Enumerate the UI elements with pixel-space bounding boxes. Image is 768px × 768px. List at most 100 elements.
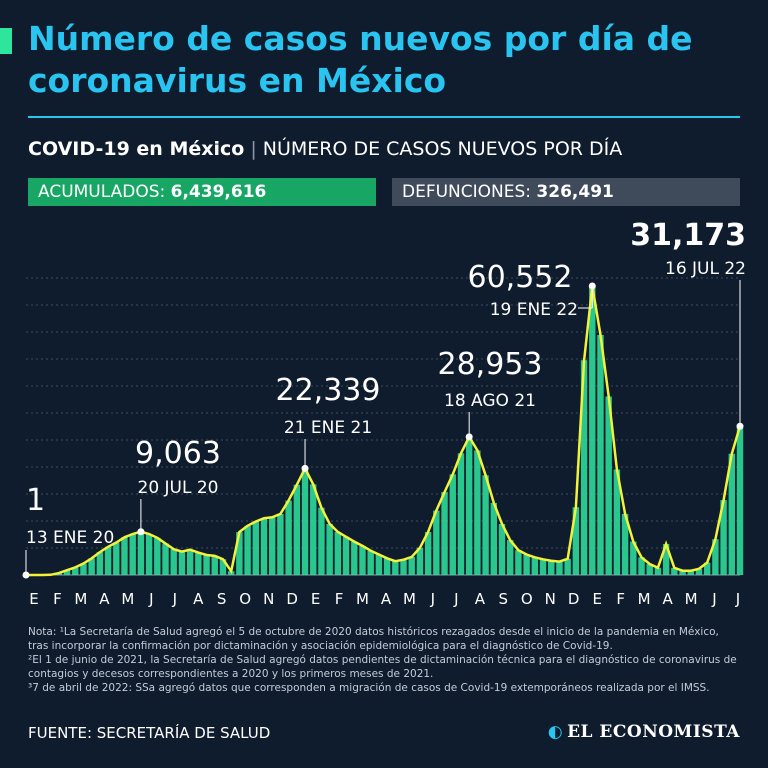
- bar: [236, 532, 243, 575]
- bar: [334, 532, 342, 575]
- x-tick-label: J: [711, 590, 716, 608]
- x-tick-label: A: [475, 590, 486, 608]
- note-3: ³7 de abril de 2022: SSa agregó datos qu…: [28, 682, 710, 694]
- bar: [375, 554, 383, 575]
- annotation-dot: [22, 571, 30, 579]
- bar: [170, 549, 177, 575]
- bar: [219, 559, 227, 575]
- bar: [400, 559, 407, 575]
- bar: [351, 541, 358, 575]
- annotation-date: 20 JUL 20: [138, 478, 219, 498]
- x-tick-label: O: [521, 590, 533, 608]
- x-tick-label: M: [74, 590, 87, 608]
- bar: [515, 550, 522, 575]
- bar: [671, 567, 678, 575]
- bar: [662, 543, 670, 575]
- bar: [293, 484, 301, 575]
- bar: [408, 556, 415, 575]
- annotation-value: 28,953: [438, 347, 543, 382]
- note-1: Nota: ¹La Secretaría de Salud agregó el …: [28, 626, 719, 652]
- x-tick-label: A: [99, 590, 110, 608]
- annotation-value: 60,552: [468, 260, 573, 295]
- bar: [310, 484, 317, 575]
- defunciones-badge: DEFUNCIONES: 326,491: [392, 178, 740, 206]
- x-tick-label: N: [263, 590, 274, 608]
- brand-name: EL ECONOMISTA: [567, 722, 740, 742]
- bar: [72, 567, 79, 575]
- bar: [277, 513, 284, 575]
- bar: [113, 542, 120, 575]
- bar: [424, 532, 432, 575]
- x-tick-label: O: [239, 590, 251, 608]
- bar: [244, 525, 251, 575]
- bar: [605, 396, 612, 575]
- x-tick-label: A: [381, 590, 392, 608]
- x-tick-label: E: [592, 590, 601, 608]
- bar: [318, 507, 325, 575]
- bar: [203, 554, 210, 575]
- bar: [712, 539, 719, 575]
- chart-grid: [26, 277, 740, 576]
- bar: [269, 517, 276, 575]
- trend-line: [26, 285, 742, 577]
- bar: [465, 436, 473, 575]
- bar: [490, 502, 497, 575]
- x-tick-label: J: [735, 590, 740, 608]
- subtitle-separator: |: [250, 138, 257, 160]
- bar: [433, 510, 440, 575]
- annotation-date: 16 JUL 22: [665, 259, 746, 279]
- annotation-dot: [465, 433, 473, 441]
- source-text: FUENTE: SECRETARÍA DE SALUD: [28, 724, 271, 742]
- chart-subtitle: COVID-19 en México | NÚMERO DE CASOS NUEVO…: [28, 138, 622, 160]
- bar: [728, 453, 735, 575]
- x-tick-label: S: [499, 590, 509, 608]
- bar: [507, 540, 514, 575]
- bar: [342, 536, 350, 575]
- subtitle-description: NÚMERO DE CASOS NUEVOS POR DÍA: [262, 138, 623, 160]
- bar: [195, 552, 202, 575]
- x-tick-label: J: [453, 590, 458, 608]
- accent-bar: [0, 28, 12, 54]
- acumulados-badge: ACUMULADOS: 6,439,616: [28, 178, 376, 206]
- bar: [736, 426, 744, 575]
- annotation-value: 31,173: [630, 218, 746, 253]
- bar: [80, 563, 87, 575]
- bar: [580, 360, 588, 575]
- annotation-dot: [137, 528, 145, 536]
- x-tick-label: N: [545, 590, 556, 608]
- bar: [326, 523, 333, 575]
- bar: [589, 286, 596, 575]
- x-tick-label: F: [53, 590, 62, 608]
- chart-bars: [39, 286, 744, 575]
- cases-chart: 1 13 ENE 20 9,063 20 JUL 20 22,339 21 ENE 21 2…: [22, 218, 746, 608]
- bar: [252, 521, 259, 575]
- x-tick-label: M: [403, 590, 416, 608]
- notes-block: Nota: ¹La Secretaría de Salud agregó el …: [28, 625, 740, 695]
- x-tick-label: J: [430, 590, 435, 608]
- annotation-value: 9,063: [135, 436, 221, 471]
- bar: [703, 562, 711, 575]
- bar: [145, 533, 153, 575]
- bar: [572, 507, 580, 575]
- bar: [531, 557, 539, 575]
- bar: [638, 557, 645, 575]
- bar: [137, 531, 145, 575]
- bar: [687, 570, 694, 575]
- annotation-dot: [736, 422, 744, 430]
- bar: [260, 518, 268, 575]
- annotation-date: 21 ENE 21: [284, 418, 372, 438]
- annotation-date: 18 AGO 21: [444, 391, 536, 411]
- annotation-date: 19 ENE 22: [490, 300, 578, 320]
- bar: [63, 570, 71, 575]
- x-tick-label: M: [121, 590, 134, 608]
- bar: [482, 475, 489, 575]
- bar: [556, 561, 563, 575]
- bar: [646, 564, 653, 575]
- bar: [88, 558, 95, 575]
- x-tick-label: J: [172, 590, 177, 608]
- acumulados-label: ACUMULADOS:: [38, 182, 166, 202]
- bar: [679, 570, 686, 575]
- x-tick-label: F: [335, 590, 344, 608]
- bar: [178, 551, 186, 575]
- bar: [597, 334, 604, 575]
